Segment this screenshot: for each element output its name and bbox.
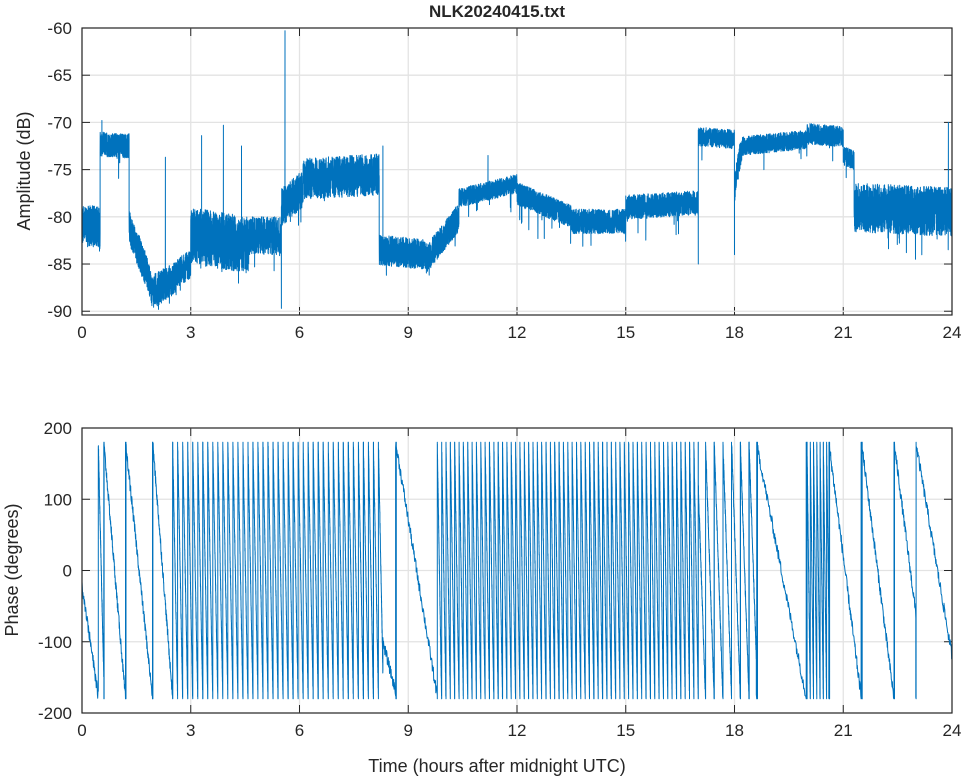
x-tick-label: 9	[404, 323, 413, 342]
phase-series-line	[81, 441, 953, 700]
x-tick-label: 24	[943, 323, 962, 342]
x-tick-label: 12	[508, 721, 527, 740]
y-tick-label: -85	[47, 255, 72, 274]
y-tick-label: 0	[63, 562, 72, 581]
y-tick-label: -70	[47, 113, 72, 132]
x-axis-label: Time (hours after midnight UTC)	[368, 756, 625, 776]
x-tick-label: 6	[295, 323, 304, 342]
x-tick-label: 18	[725, 323, 744, 342]
phase-axes: 0 3 6 9 12 15 18 21 24 -200 -100 0 100 200	[38, 419, 961, 740]
y-tick-label: -100	[38, 633, 72, 652]
x-tick-label: 21	[834, 323, 853, 342]
axes-box	[81, 427, 953, 714]
x-tick-label: 6	[295, 721, 304, 740]
x-tick-label: 0	[77, 721, 86, 740]
amplitude-series-line	[81, 30, 953, 310]
x-tick-label: 21	[834, 721, 853, 740]
axes-box	[81, 27, 953, 316]
x-tick-label: 15	[616, 323, 635, 342]
x-tick-label: 3	[186, 721, 195, 740]
x-tick-label: 12	[508, 323, 527, 342]
x-tick-label: 24	[943, 721, 962, 740]
amplitude-axes: 0 3 6 9 12 15 18 21 24 -90 -85 -80 -75 -70 -65 -60	[47, 19, 961, 342]
chart-title: NLK20240415.txt	[429, 2, 565, 21]
y-tick-label: -75	[47, 161, 72, 180]
amplitude-y-label: Amplitude (dB)	[14, 111, 34, 230]
x-tick-label: 0	[77, 323, 86, 342]
y-tick-label: 100	[44, 490, 72, 509]
y-tick-label: 200	[44, 419, 72, 438]
y-tick-label: -90	[47, 302, 72, 321]
y-tick-label: -60	[47, 19, 72, 38]
x-tick-label: 3	[186, 323, 195, 342]
x-tick-label: 9	[404, 721, 413, 740]
phase-y-label: Phase (degrees)	[2, 503, 22, 636]
x-tick-label: 15	[616, 721, 635, 740]
y-tick-label: -65	[47, 66, 72, 85]
y-tick-label: -200	[38, 704, 72, 723]
x-tick-label: 18	[725, 721, 744, 740]
y-tick-label: -80	[47, 208, 72, 227]
